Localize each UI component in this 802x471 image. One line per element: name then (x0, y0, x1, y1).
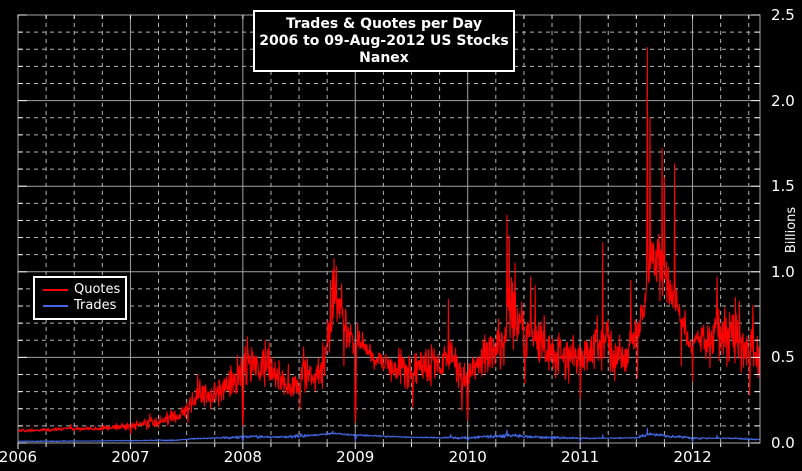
x-tick-label-2006: 2006 (0, 448, 38, 466)
grid-major (18, 15, 760, 443)
y-tick-label-0.5: 0.5 (771, 348, 795, 367)
y-tick-label-0.0: 0.0 (771, 434, 795, 452)
chart-title-line2: 2006 to 09-Aug-2012 US Stocks (259, 33, 509, 49)
y-axis-title: Billions (784, 206, 799, 254)
series-quotes-line (17, 46, 761, 435)
x-tick-label-2010: 2010 (448, 448, 487, 466)
x-tick-label-2011: 2011 (561, 448, 600, 466)
legend-label-quotes: Quotes (74, 282, 121, 297)
legend: Quotes Trades (33, 276, 127, 320)
trades-line-swatch (43, 305, 68, 307)
chart-title-line1: Trades & Quotes per Day (285, 16, 483, 32)
axis-frame (17, 14, 761, 444)
y-tick-label-2.5: 2.5 (771, 6, 795, 24)
grid-minor (18, 15, 760, 443)
y-tick-label-1.5: 1.5 (771, 177, 795, 196)
legend-item-quotes: Quotes (43, 282, 125, 298)
series-trades-line (17, 427, 761, 443)
axis-ticks (17, 14, 760, 449)
legend-item-trades: Trades (43, 298, 125, 314)
x-tick-label-2008: 2008 (223, 448, 262, 466)
y-tick-label-2.0: 2.0 (771, 91, 795, 110)
x-tick-label-2007: 2007 (111, 448, 150, 466)
quotes-line-swatch (43, 289, 68, 291)
x-tick-label-2009: 2009 (336, 448, 375, 466)
chart-title-line3: Nanex (359, 50, 409, 66)
chart-title-box: Trades & Quotes per Day 2006 to 09-Aug-2… (253, 10, 515, 72)
legend-label-trades: Trades (74, 298, 117, 313)
x-tick-label-2012: 2012 (673, 448, 712, 466)
y-tick-label-1.0: 1.0 (771, 262, 795, 281)
